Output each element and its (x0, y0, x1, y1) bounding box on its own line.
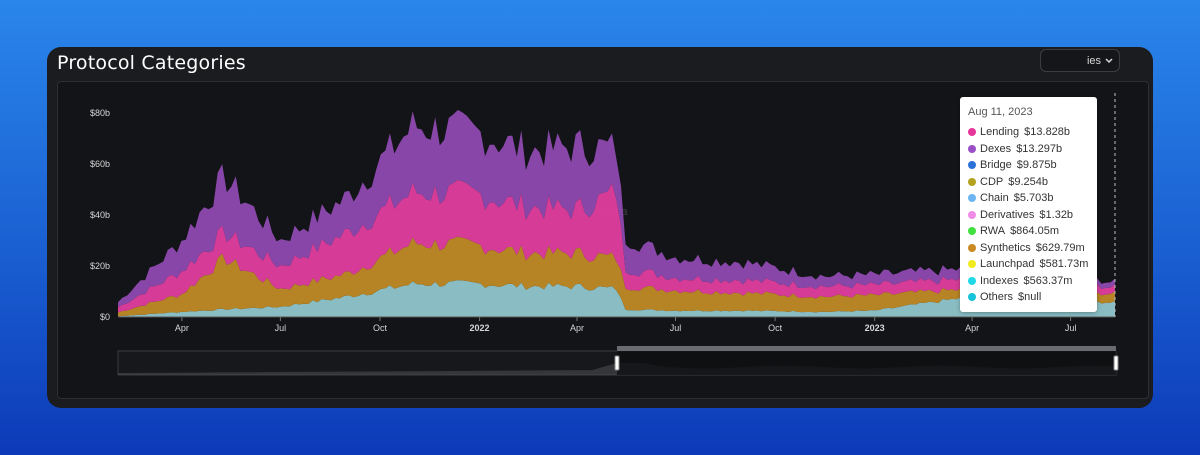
tooltip-row: Derivatives $1.32b (968, 207, 1089, 224)
tooltip-row: Launchpad $581.73m (968, 256, 1089, 273)
x-tick-label: Jul (1065, 323, 1077, 333)
tooltip-series-name: Others (980, 291, 1014, 304)
tooltip-series-value: $563.37m (1023, 274, 1073, 287)
tooltip-series-value: $13.828b (1024, 126, 1071, 139)
card-title: Protocol Categories (57, 52, 246, 74)
legend-dot-icon (968, 227, 976, 236)
x-tick-label: 2023 (865, 323, 885, 333)
x-tick-label: Apr (570, 323, 584, 333)
legend-dot-icon (968, 210, 976, 219)
area-series-chain (118, 280, 1115, 317)
chevron-down-icon (1105, 55, 1113, 67)
x-tick-label: Jul (275, 323, 287, 333)
x-tick-label: Apr (965, 323, 979, 333)
chart-panel: DefiLlama$0$20b$40b$60b$80bAprJulOct2022… (57, 81, 1149, 399)
tooltip-series-name: Indexes (980, 274, 1019, 287)
tooltip-series-value: $864.05m (1010, 225, 1059, 238)
legend-dot-icon (968, 276, 976, 285)
zoom-right-handle[interactable] (1113, 355, 1119, 371)
legend-dot-icon (968, 194, 976, 203)
tooltip-series-value: $1.32b (1039, 208, 1074, 221)
x-tick-label: Jul (670, 323, 682, 333)
stacked-area-chart[interactable]: DefiLlama$0$20b$40b$60b$80bAprJulOct2022… (58, 82, 1148, 398)
y-tick-label: $20b (90, 261, 110, 271)
tooltip-series-value: $9.254b (1008, 175, 1048, 188)
legend-dot-icon (968, 161, 976, 170)
category-filter-button[interactable]: ies (1040, 49, 1120, 72)
tooltip-row: RWA $864.05m (968, 223, 1089, 240)
tooltip-date: Aug 11, 2023 (968, 106, 1033, 118)
tooltip-row: Lending $13.828b (968, 124, 1089, 141)
tooltip-series-name: Synthetics (980, 241, 1031, 254)
y-tick-label: $40b (90, 210, 110, 220)
tooltip-row: Others $null (968, 289, 1089, 306)
legend-dot-icon (968, 260, 976, 269)
chart-tooltip: Aug 11, 2023 Lending $13.828b Dexes $13.297… (960, 97, 1097, 312)
category-filter-label: ies (1086, 54, 1101, 67)
tooltip-series-value: $13.297b (1016, 142, 1063, 155)
y-tick-label: $80b (90, 108, 110, 118)
tooltip-row: Chain $5.703b (968, 190, 1089, 207)
legend-dot-icon (968, 128, 976, 137)
tooltip-series-value: $5.703b (1013, 192, 1054, 205)
tooltip-series-name: Bridge (980, 159, 1012, 172)
tooltip-row: CDP $9.254b (968, 174, 1089, 191)
x-tick-label: Oct (373, 323, 388, 333)
tooltip-row: Dexes $13.297b (968, 141, 1089, 158)
x-tick-label: Oct (768, 323, 783, 333)
tooltip-series-value: $9.875b (1016, 159, 1057, 172)
tooltip-series-value: $null (1018, 291, 1042, 304)
tooltip-series-value: $629.79m (1035, 241, 1085, 254)
tooltip-series-name: Chain (980, 192, 1009, 205)
y-tick-label: $0 (100, 312, 110, 322)
y-tick-label: $60b (90, 159, 110, 169)
tooltip-row: Synthetics $629.79m (968, 240, 1089, 257)
tooltip-series-name: RWA (980, 225, 1006, 238)
x-tick-label: 2022 (470, 323, 490, 333)
tooltip-series-name: Lending (980, 126, 1020, 139)
zoom-move-handle[interactable] (617, 346, 1116, 351)
zoom-left-handle[interactable] (614, 355, 620, 371)
x-tick-label: Apr (175, 323, 189, 333)
legend-dot-icon (968, 144, 976, 153)
tooltip-row: Indexes $563.37m (968, 273, 1089, 290)
area-series-lending (118, 179, 1115, 313)
tooltip-series-name: CDP (980, 175, 1004, 188)
tooltip-series-value: $581.73m (1039, 258, 1089, 271)
legend-dot-icon (968, 243, 976, 252)
area-series-cdp (118, 236, 1115, 317)
tooltip-series-name: Dexes (980, 142, 1012, 155)
legend-dot-icon (968, 177, 976, 186)
legend-dot-icon (968, 293, 976, 302)
zoom-selected-range[interactable] (617, 351, 1116, 375)
tooltip-series-name: Launchpad (980, 258, 1035, 271)
tooltip-series-name: Derivatives (980, 208, 1035, 221)
tooltip-row: Bridge $9.875b (968, 157, 1089, 174)
